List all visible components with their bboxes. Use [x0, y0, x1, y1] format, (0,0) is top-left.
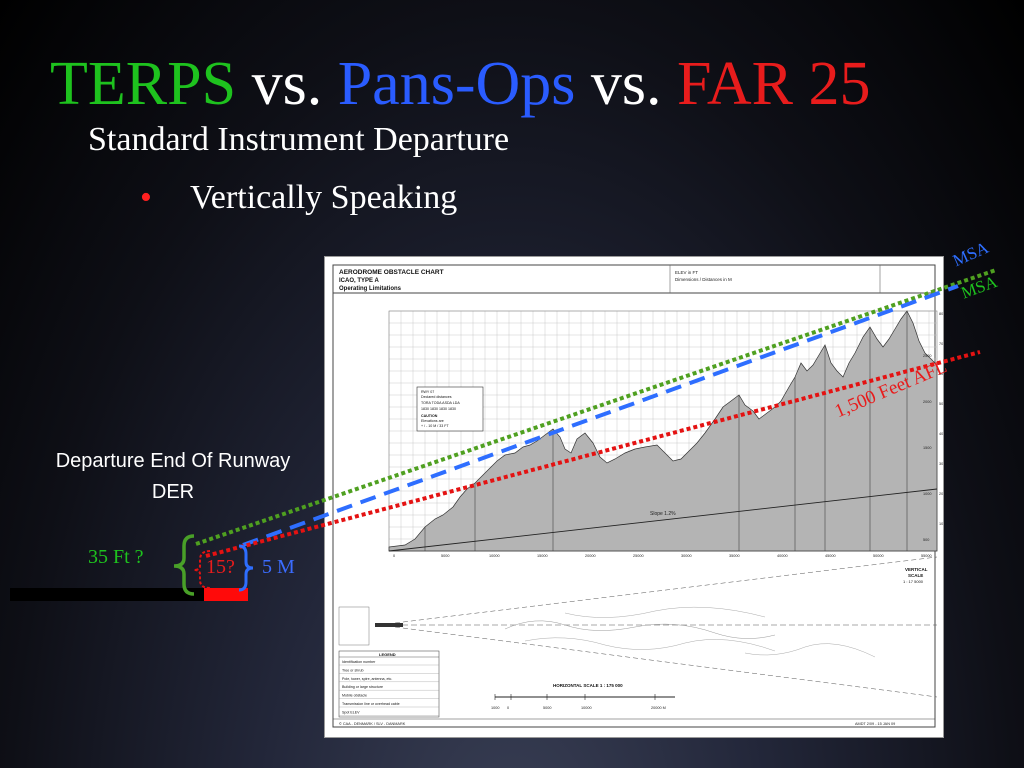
pans-ops-climb-line [242, 284, 959, 547]
terps-height-brace [173, 534, 195, 596]
hscale-tick-label: 20000 M [651, 706, 666, 710]
slope-line [388, 488, 938, 552]
m-tick-label: 2500 [923, 354, 931, 358]
chart-drawing: AERODROME OBSTACLE CHART ICAO, TYPE A Op… [332, 264, 947, 728]
legend-item-label: Identification number [342, 660, 376, 664]
der-label-line2: DER [151, 481, 195, 503]
chart-legend: LEGEND Identification number Tree or shru… [338, 650, 440, 718]
der-label-line1: Departure End Of Runway [55, 450, 291, 472]
far25-climb-line [205, 350, 981, 558]
legend-item-label: Building or large structure [342, 685, 383, 689]
box-line5: CAUTION [421, 414, 438, 418]
distance-tick-label: 20000 [585, 554, 596, 558]
legend-item-label: Transmission line or overhead cable [342, 702, 400, 706]
distance-tick-label: 25000 [633, 554, 644, 558]
box-line2: Declared distances [421, 395, 452, 399]
pans-ops-height-label: 5 M [262, 556, 295, 578]
hscale-tick-label: 1000 [491, 706, 499, 710]
legend-item-label: Tree or shrub [342, 668, 363, 672]
distance-tick-label: 5000 [441, 554, 449, 558]
vertical-scale-line1: VERTICAL [905, 567, 928, 572]
legend-item-label: Pole, tower, spire, antenna, etc. [342, 677, 392, 681]
terrain-profile [388, 310, 938, 552]
box-line7: + / - 10 M / 33 FT [421, 424, 449, 428]
distance-tick-label: 15000 [537, 554, 548, 558]
title-far-25: FAR 25 [677, 50, 871, 118]
legend-item-label: Spot ELEV [342, 710, 360, 714]
terps-climb-line [195, 268, 997, 546]
vertical-scale-line3: 1 : 17 5000 [903, 579, 924, 584]
slope-label: Slope 1.2% [650, 511, 676, 517]
bullet-text: Vertically Speaking [190, 179, 458, 216]
chart-header-title2: ICAO, TYPE A [339, 278, 379, 284]
title-terps: TERPS [50, 50, 237, 118]
bullet-item: • Vertically Speaking [140, 176, 457, 220]
title-vs-2: vs. [575, 50, 678, 118]
chart-header-title3: Operating Limitations [339, 286, 402, 292]
der-label: Departure End Of Runway DER [20, 446, 326, 508]
pans-ops-height-brace [238, 544, 254, 592]
terps-height-label: 35 Ft ? [88, 546, 144, 568]
distance-tick-label: 55000 [921, 554, 932, 558]
far25-height-brace [193, 550, 211, 589]
horizontal-scale-label: HORIZONTAL SCALE 1 : 175 000 [553, 683, 623, 688]
slide-title: TERPS vs. Pans-Ops vs. FAR 25 [50, 44, 871, 124]
chart-header-mid2: Dimensions / Distances in M [675, 277, 732, 282]
chart-header-mid1: ELEV in FT [675, 270, 698, 275]
title-pans-ops: Pans-Ops [337, 50, 576, 118]
legend-title: LEGEND [379, 652, 396, 657]
m-tick-label: 1500 [923, 446, 931, 450]
box-line4: 1830 1830 1830 1830 [421, 407, 456, 411]
distance-tick-label: 40000 [777, 554, 788, 558]
vertical-scale-line2: SCALE [908, 573, 923, 578]
chart-footer-right: AMDT 2/09 - 15 JAN 09 [855, 722, 895, 726]
distance-tick-label: 0 [393, 554, 395, 558]
distance-tick-label: 50000 [873, 554, 884, 558]
chart-header-title1: AERODROME OBSTACLE CHART [339, 269, 444, 276]
m-tick-label: 500 [923, 538, 929, 542]
m-axis: 2500 2000 1500 1000 500 [923, 354, 931, 542]
plan-view [338, 556, 938, 698]
hscale-tick-label: 5000 [543, 706, 551, 710]
title-vs-1: vs. [236, 50, 338, 118]
legend-item-label: Mobile obstacle [342, 694, 367, 698]
m-tick-label: 1000 [923, 492, 931, 496]
chart-footer-left: © CAA - DENMARK / SLV - DANMARK [339, 722, 406, 726]
distance-axis: 0 5000 10000 15000 20000 25000 30000 35000 40000… [393, 554, 932, 558]
distance-tick-label: 35000 [729, 554, 740, 558]
slide-subtitle: Standard Instrument Departure [88, 121, 510, 158]
hscale-tick-label: 10000 [581, 706, 592, 710]
box-line6: Elevations are [421, 419, 444, 423]
declared-distances-box [416, 386, 484, 432]
bullet-dot-icon: • [140, 179, 152, 216]
obstacle-markers [424, 311, 908, 551]
horizontal-scale-bar: 1000 0 5000 10000 20000 M [491, 694, 666, 710]
runway-end-marker [204, 588, 248, 601]
distance-tick-label: 45000 [825, 554, 836, 558]
distance-tick-label: 30000 [681, 554, 692, 558]
box-line3: TORA TODA ASDA LDA [421, 401, 460, 405]
runway-bar [10, 588, 206, 601]
hscale-tick-label: 0 [507, 706, 509, 710]
distance-tick-label: 10000 [489, 554, 500, 558]
m-tick-label: 2000 [923, 400, 931, 404]
aerodrome-obstacle-chart: AERODROME OBSTACLE CHART ICAO, TYPE A Op… [324, 256, 947, 738]
far25-height-label: 15? [206, 556, 235, 578]
box-line1: RWY 07 [421, 390, 434, 394]
